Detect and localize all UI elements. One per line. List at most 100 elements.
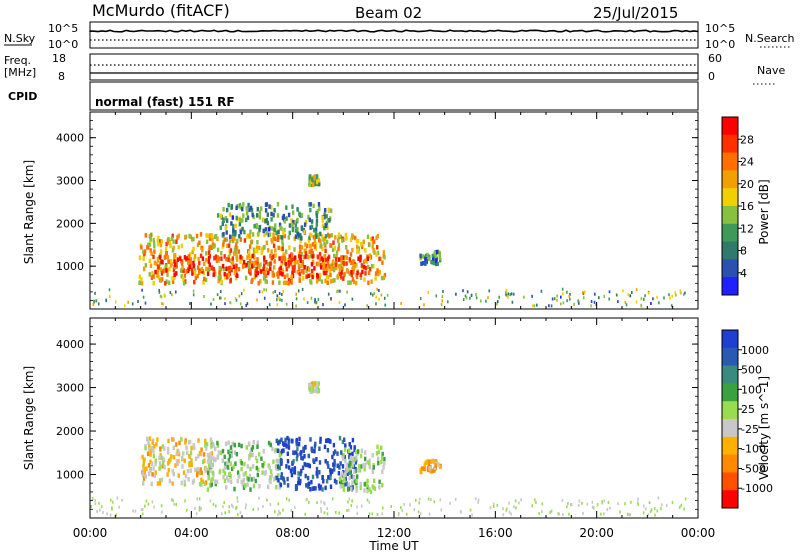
echo-cell [315, 279, 319, 284]
noise-cell [368, 500, 371, 504]
noise-cell [433, 500, 436, 504]
echo-cell [296, 217, 299, 223]
echo-cell [349, 445, 353, 450]
echo-cell [318, 460, 322, 465]
noise-cell [151, 500, 154, 504]
echo-cell [175, 261, 178, 266]
echo-cell [210, 265, 214, 270]
echo-cell [149, 237, 152, 242]
echo-cell [142, 476, 146, 481]
echo-cell [327, 438, 330, 443]
echo-cell [290, 218, 293, 223]
echo-cell [256, 207, 259, 212]
echo-cell [349, 280, 352, 285]
noise-cell [548, 304, 550, 308]
echo-cell [188, 264, 192, 269]
noise-cell [454, 497, 457, 501]
echo-cell [280, 437, 283, 442]
noise-cell [124, 304, 126, 308]
echo-cell [358, 468, 362, 473]
echo-cell [184, 235, 187, 240]
echo-cell [254, 478, 257, 484]
station-title: McMurdo (fitACF) [92, 1, 230, 20]
noise-cell [475, 296, 478, 300]
echo-cell [233, 236, 236, 242]
echo-cell [293, 247, 296, 252]
echo-cell [192, 236, 195, 242]
echo-cell [277, 458, 280, 464]
echo-cell [257, 231, 260, 236]
echo-cell [329, 243, 333, 248]
echo-cell [227, 254, 230, 260]
echo-cell [295, 437, 298, 443]
noise-cell [234, 297, 237, 300]
echo-cell [326, 461, 329, 466]
echo-cell [155, 261, 158, 267]
echo-cell [231, 261, 235, 266]
echo-cell [196, 466, 199, 472]
echo-cell [299, 249, 302, 254]
echo-cell [233, 270, 237, 276]
echo-cell [271, 226, 274, 231]
noise-cell [670, 304, 673, 308]
echo-cell [263, 255, 266, 260]
colorbar-segment [722, 383, 738, 402]
echo-cell [186, 468, 190, 474]
echo-cell [220, 256, 223, 261]
echo-cell [278, 280, 281, 285]
echo-cell [182, 268, 185, 273]
echo-cell [282, 442, 286, 447]
echo-cell [211, 237, 214, 242]
echo-cell [235, 205, 238, 210]
noise-cell [418, 497, 421, 501]
noise-cell [95, 299, 98, 303]
echo-cell [342, 487, 345, 492]
echo-cell [367, 460, 371, 466]
echo-cell [299, 239, 302, 244]
echo-cell [321, 262, 324, 267]
noise-cell [594, 292, 596, 296]
echo-cell [342, 260, 345, 266]
colorbar-segment [722, 206, 738, 225]
echo-cell [437, 462, 440, 467]
noise-cell [348, 497, 351, 501]
echo-cell [151, 472, 154, 477]
echo-cell [257, 452, 261, 457]
echo-cell [240, 466, 243, 472]
echo-cell [358, 464, 361, 469]
echo-cell [307, 453, 310, 459]
noise-cell [285, 302, 288, 306]
y-tick-label: 4000 [56, 338, 84, 351]
echo-cell [210, 245, 213, 250]
noise-cell [578, 301, 580, 305]
noise-cell [682, 293, 685, 297]
echo-cell [286, 483, 290, 488]
colorbar-tick-label: 20 [740, 178, 754, 191]
power-data [92, 174, 686, 308]
noise-cell [506, 507, 508, 511]
echo-cell [185, 256, 188, 261]
noise-cell [668, 293, 670, 297]
echo-cell [214, 233, 218, 239]
echo-cell [207, 256, 211, 261]
echo-cell [333, 467, 336, 472]
cpid-label: CPID [8, 90, 37, 103]
noise-cell [370, 292, 372, 296]
echo-cell [326, 218, 330, 223]
echo-cell [203, 481, 207, 487]
echo-cell [223, 478, 227, 484]
echo-cell [351, 437, 355, 443]
noise-cell [221, 512, 223, 516]
echo-cell [207, 250, 211, 255]
echo-cell [342, 470, 345, 475]
noise-cell [606, 508, 609, 512]
echo-cell [186, 268, 190, 274]
noise-cell [373, 292, 376, 295]
echo-cell [315, 385, 318, 390]
noise-cell [94, 498, 96, 502]
noise-cell [400, 301, 402, 305]
echo-cell [148, 242, 151, 247]
echo-cell [368, 464, 372, 470]
colorbar-tick-label: 500 [741, 364, 762, 377]
echo-cell [293, 466, 297, 471]
